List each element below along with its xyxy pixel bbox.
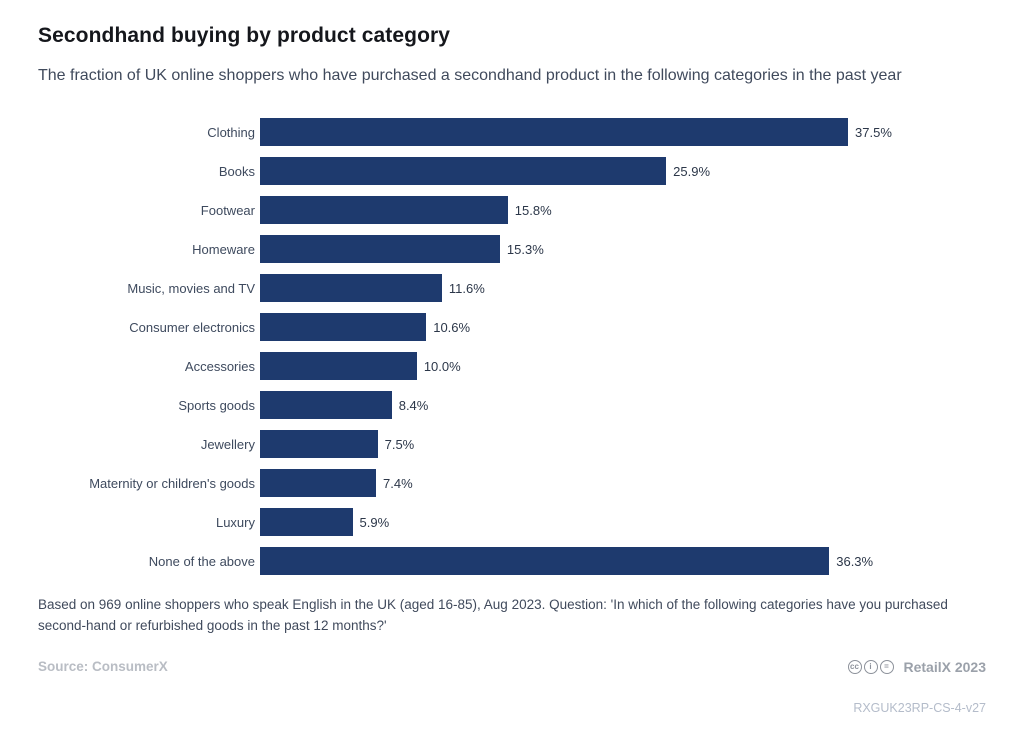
value-label: 25.9% xyxy=(673,163,711,179)
bar-track: 7.4% xyxy=(260,464,986,503)
bar-track: 25.9% xyxy=(260,152,986,191)
value-label: 10.0% xyxy=(423,358,461,374)
category-label: Music, movies and TV xyxy=(127,280,255,296)
category-label: Books xyxy=(218,163,255,179)
bar xyxy=(260,352,417,381)
category-label: Footwear xyxy=(200,202,255,218)
bar xyxy=(260,469,377,498)
value-label: 10.6% xyxy=(433,319,471,335)
bar-track: 15.8% xyxy=(260,191,986,230)
bar xyxy=(260,274,442,303)
bar-track: 8.4% xyxy=(260,386,986,425)
value-label: 15.8% xyxy=(514,202,552,218)
bar xyxy=(260,157,667,186)
category-label: Accessories xyxy=(184,358,255,374)
bar-row: Accessories 10.0% xyxy=(38,347,986,386)
value-label: 11.6% xyxy=(448,280,485,296)
bar xyxy=(260,235,500,264)
value-label: 5.9% xyxy=(359,514,390,530)
category-label: Maternity or children's goods xyxy=(89,475,255,491)
bar-row: Luxury 5.9% xyxy=(38,503,986,542)
category-label: Sports goods xyxy=(178,397,255,413)
bar-track: 10.6% xyxy=(260,308,986,347)
bar-row: Sports goods 8.4% xyxy=(38,386,986,425)
bar-row: Books 25.9% xyxy=(38,152,986,191)
value-label: 7.4% xyxy=(383,475,413,491)
branding: cc i = RetailX 2023 xyxy=(847,658,987,675)
code-row: RXGUK23RP-CS-4-v27 xyxy=(38,699,986,717)
category-label: None of the above xyxy=(148,553,255,569)
cc-license-icons: cc i = xyxy=(847,659,894,674)
reference-code: RXGUK23RP-CS-4-v27 xyxy=(853,700,986,715)
bar xyxy=(260,430,378,459)
value-label: 7.5% xyxy=(384,436,415,452)
bar-row: Clothing 37.5% xyxy=(38,113,986,152)
bar-row: None of the above 36.3% xyxy=(38,542,986,581)
bar-row: Maternity or children's goods 7.4% xyxy=(38,464,986,503)
bar xyxy=(260,391,392,420)
bar xyxy=(260,313,427,342)
bar-track: 5.9% xyxy=(260,503,986,542)
bar-row: Homeware 15.3% xyxy=(38,230,986,269)
bar-chart: Clothing 37.5% Books 25.9% Footwear 15.8… xyxy=(38,113,986,581)
category-label: Jewellery xyxy=(200,436,255,452)
bar-row: Jewellery 7.5% xyxy=(38,425,986,464)
category-label: Homeware xyxy=(192,241,255,257)
branding-label: RetailX 2023 xyxy=(903,658,987,675)
bar xyxy=(260,508,353,537)
value-label: 15.3% xyxy=(506,241,544,257)
footer-row: Source: ConsumerX cc i = RetailX 2023 xyxy=(38,659,986,675)
chart-subtitle: The fraction of UK online shoppers who h… xyxy=(38,67,902,84)
category-label: Luxury xyxy=(215,514,255,530)
value-label: 37.5% xyxy=(855,124,892,140)
bar-row: Consumer electronics 10.6% xyxy=(38,308,986,347)
bar xyxy=(260,118,849,147)
bar xyxy=(260,547,830,576)
value-label: 8.4% xyxy=(398,397,429,413)
source-label: Source: ConsumerX xyxy=(38,659,168,675)
bar-row: Footwear 15.8% xyxy=(38,191,986,230)
bar-row: Music, movies and TV 11.6% xyxy=(38,269,986,308)
page-title: Secondhand buying by product category xyxy=(38,24,451,47)
category-label: Consumer electronics xyxy=(129,319,255,335)
category-label: Clothing xyxy=(207,124,255,140)
bar xyxy=(260,196,508,225)
bar-track: 15.3% xyxy=(260,230,986,269)
bar-track: 36.3% xyxy=(260,542,986,581)
bar-track: 7.5% xyxy=(260,425,986,464)
cc-nd-icon: = xyxy=(879,659,894,674)
bar-track: 10.0% xyxy=(260,347,986,386)
cc-by-icon: i xyxy=(863,659,878,674)
bar-track: 11.6% xyxy=(260,269,986,308)
cc-icon: cc xyxy=(847,659,862,674)
methodology-note: Based on 969 online shoppers who speak E… xyxy=(38,596,948,633)
value-label: 36.3% xyxy=(836,553,874,569)
bar-track: 37.5% xyxy=(260,113,986,152)
